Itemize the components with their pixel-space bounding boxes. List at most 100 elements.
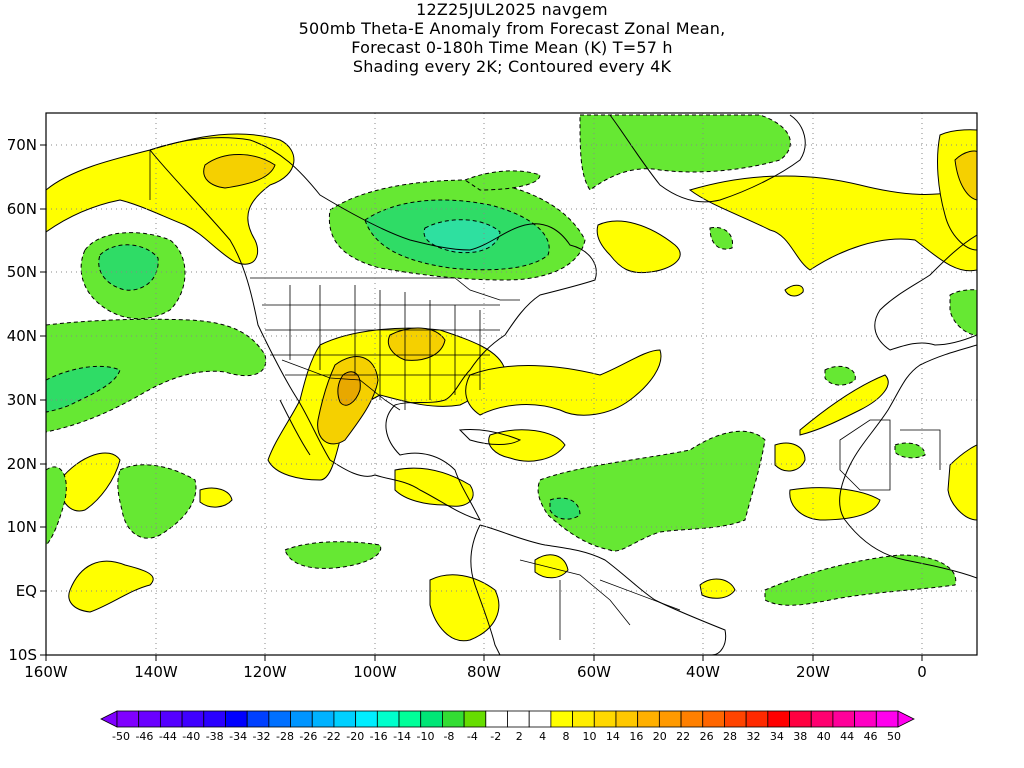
colorbar-label: 34 xyxy=(770,730,784,743)
title-field: 500mb Theta-E Anomaly from Forecast Zona… xyxy=(298,19,726,38)
anomaly-shading xyxy=(46,114,977,642)
colorbar-swatch xyxy=(789,710,812,728)
colorbar-label: 16 xyxy=(629,730,643,743)
colorbar-label: -2 xyxy=(490,730,501,743)
coastline-greenland xyxy=(609,114,806,203)
axis-ticks xyxy=(40,144,923,661)
colorbar-swatch xyxy=(637,710,660,728)
lon-label-0: 0 xyxy=(917,663,927,681)
colorbar-swatch xyxy=(528,710,552,728)
colorbar-arrow-low xyxy=(100,710,118,728)
colorbar-swatch xyxy=(485,710,508,728)
anomaly-region-central-america xyxy=(394,467,474,507)
colorbar-swatch xyxy=(745,710,769,728)
colorbar-label: 38 xyxy=(793,730,807,743)
lon-label-40w: 40W xyxy=(686,663,720,681)
anomaly-region-cape-verde xyxy=(894,442,926,459)
colorbar-label: -32 xyxy=(253,730,271,743)
colorbar-swatch xyxy=(593,710,617,728)
anomaly-region-tropical-atlantic-core xyxy=(549,497,581,520)
anomaly-region-scandinavia-core xyxy=(954,150,977,201)
anomaly-region-westafrica xyxy=(789,487,881,521)
title-model-run: 12Z25JUL2025 navgem xyxy=(416,0,608,19)
lat-label-20n: 20N xyxy=(7,455,37,473)
lon-label-60w: 60W xyxy=(577,663,611,681)
anomaly-region-mediterranean xyxy=(949,289,977,336)
anomaly-region-pacific-south xyxy=(68,560,154,613)
lat-label-60n: 60N xyxy=(7,200,37,218)
colorbar-label: 44 xyxy=(840,730,854,743)
anomaly-region-atlantic-north xyxy=(709,226,734,250)
border-south-america xyxy=(519,559,681,640)
colorbar-label: 46 xyxy=(864,730,878,743)
colorbar-label: 50 xyxy=(887,730,901,743)
border-us-canada xyxy=(250,277,520,301)
colorbar-label: 8 xyxy=(563,730,570,743)
title-shading-note: Shading every 2K; Contoured every 4K xyxy=(352,57,672,76)
colorbar-swatch xyxy=(181,710,205,728)
lon-labels: 160W 140W 120W 100W 80W 60W 40W 20W 0 xyxy=(24,663,927,681)
colorbar-label: 20 xyxy=(653,730,667,743)
colorbar-label: 32 xyxy=(746,730,760,743)
anomaly-region-midatlantic xyxy=(784,284,804,297)
colorbar-swatch xyxy=(268,710,291,728)
coastline-cuba xyxy=(458,429,522,445)
anomaly-region-greenland-east xyxy=(688,175,977,272)
anomaly-region-eastpacific xyxy=(46,318,267,433)
anomaly-region-caribbean-green xyxy=(463,170,541,191)
anomaly-region-east-africa xyxy=(947,444,977,521)
colorbar-label: 14 xyxy=(606,730,620,743)
colorbar-label: -16 xyxy=(370,730,388,743)
colorbar-swatch xyxy=(463,710,487,728)
colorbar-swatch xyxy=(550,710,573,728)
anomaly-region-hudson-bay-core xyxy=(423,219,501,254)
colorbar-swatch xyxy=(767,710,790,728)
anomaly-region-us-southwest-peak xyxy=(337,371,361,406)
colorbar-swatch xyxy=(615,710,639,728)
colorbar-label: -50 xyxy=(112,730,130,743)
lon-label-20w: 20W xyxy=(796,663,830,681)
colorbar-label: -38 xyxy=(206,730,224,743)
colorbar: -50 -46 -44 -40 -38 -34 -32 -28 -26 -22 -20 -16 -14-… xyxy=(100,710,915,743)
colorbar-swatch xyxy=(875,710,899,728)
colorbar-swatch xyxy=(311,710,335,728)
anomaly-region-alaska-core xyxy=(203,154,276,189)
colorbar-swatch xyxy=(442,710,465,728)
border-us-states xyxy=(262,285,500,410)
colorbar-swatch xyxy=(702,710,725,728)
colorbar-swatch xyxy=(420,710,443,728)
colorbar-label: -10 xyxy=(417,730,435,743)
colorbar-swatch xyxy=(832,710,856,728)
lon-label-160w: 160W xyxy=(24,663,68,681)
coastline-europe xyxy=(874,234,977,351)
colorbar-label: -8 xyxy=(443,730,454,743)
lon-label-100w: 100W xyxy=(353,663,397,681)
colorbar-swatch xyxy=(290,710,313,728)
colorbar-swatch xyxy=(246,710,270,728)
lat-label-30n: 30N xyxy=(7,391,37,409)
anomaly-region-southatlantic xyxy=(699,578,736,599)
coastline-baja xyxy=(279,399,311,456)
colorbar-label: 10 xyxy=(582,730,596,743)
colorbar-label: 40 xyxy=(817,730,831,743)
lat-label-10s: 10S xyxy=(8,646,37,664)
lon-label-120w: 120W xyxy=(243,663,287,681)
colorbar-swatch xyxy=(810,710,834,728)
colorbar-label: 26 xyxy=(700,730,714,743)
anomaly-region-venezuela xyxy=(534,554,569,579)
anomaly-region-pacific-trop xyxy=(117,464,197,539)
colorbar-label: -20 xyxy=(346,730,364,743)
lat-label-10n: 10N xyxy=(7,518,37,536)
colorbar-swatch xyxy=(572,710,595,728)
lat-label-eq: EQ xyxy=(16,582,37,600)
map-frame xyxy=(45,112,978,656)
colorbar-label: -4 xyxy=(467,730,478,743)
anomaly-region-pacific-mid xyxy=(199,487,233,508)
colorbar-label: -46 xyxy=(135,730,153,743)
coastline-south-america xyxy=(470,524,727,655)
colorbar-label: 22 xyxy=(676,730,690,743)
colorbar-label: -40 xyxy=(182,730,200,743)
coastline-north-america xyxy=(149,137,597,521)
anomaly-region-atlantic-plume xyxy=(465,349,662,416)
